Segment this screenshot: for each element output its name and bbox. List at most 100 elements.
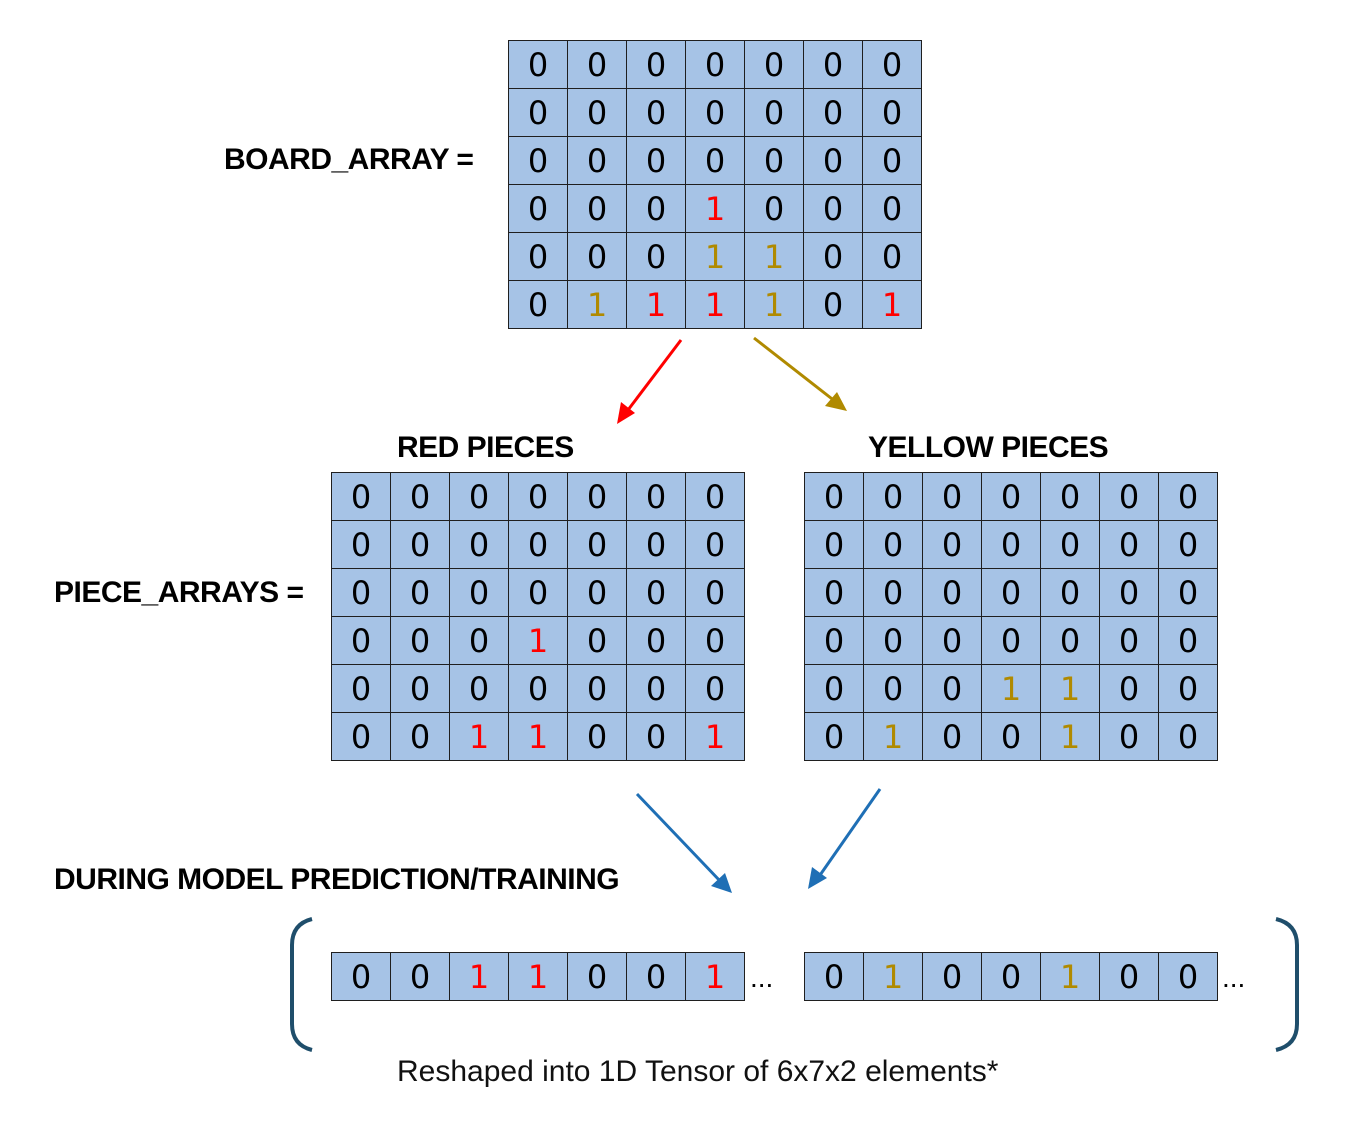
red-pieces-cell: 0 bbox=[626, 472, 686, 521]
yellow-pieces-cell: 0 bbox=[804, 568, 864, 617]
red-pieces-cell: 1 bbox=[449, 712, 509, 761]
yellow-pieces-cell: 1 bbox=[863, 712, 923, 761]
yellow-pieces-cell: 0 bbox=[922, 616, 982, 665]
flat-red-cell: 1 bbox=[508, 952, 568, 1001]
red-pieces-cell: 0 bbox=[390, 712, 450, 761]
red-pieces-title: RED PIECES bbox=[397, 431, 574, 464]
yellow-pieces-cell: 1 bbox=[1040, 712, 1100, 761]
board-array-cell: 1 bbox=[685, 280, 745, 329]
yellow-pieces-cell: 1 bbox=[981, 664, 1041, 713]
board-array-cell: 1 bbox=[626, 280, 686, 329]
flat-yellow-cell: 0 bbox=[981, 952, 1041, 1001]
red-pieces-cell: 0 bbox=[685, 520, 745, 569]
board-array-cell: 0 bbox=[862, 232, 922, 281]
board-array-cell: 1 bbox=[744, 280, 804, 329]
flat-red-cell: 0 bbox=[626, 952, 686, 1001]
board-array-cell: 0 bbox=[803, 184, 863, 233]
board-array-cell: 1 bbox=[744, 232, 804, 281]
yellow-pieces-cell: 0 bbox=[922, 568, 982, 617]
yellow-pieces-cell: 0 bbox=[804, 664, 864, 713]
blue-arrow-left bbox=[635, 792, 732, 893]
red-pieces-cell: 0 bbox=[508, 520, 568, 569]
yellow-pieces-cell: 0 bbox=[981, 472, 1041, 521]
yellow-pieces-cell: 0 bbox=[981, 616, 1041, 665]
red-pieces-cell: 0 bbox=[567, 616, 627, 665]
red-pieces-cell: 0 bbox=[331, 616, 391, 665]
red-pieces-cell: 0 bbox=[331, 568, 391, 617]
yellow-pieces-cell: 0 bbox=[1158, 472, 1218, 521]
red-pieces-cell: 0 bbox=[508, 472, 568, 521]
board-array-cell: 0 bbox=[744, 40, 804, 89]
red-pieces-cell: 0 bbox=[331, 712, 391, 761]
red-pieces-cell: 0 bbox=[390, 616, 450, 665]
yellow-pieces-cell: 0 bbox=[1099, 568, 1159, 617]
red-pieces-cell: 0 bbox=[390, 520, 450, 569]
yellow-pieces-cell: 0 bbox=[1158, 616, 1218, 665]
flat-red-cell: 0 bbox=[390, 952, 450, 1001]
red-pieces-cell: 0 bbox=[626, 664, 686, 713]
red-pieces-cell: 1 bbox=[508, 616, 568, 665]
yellow-pieces-cell: 0 bbox=[804, 520, 864, 569]
board-array-cell: 0 bbox=[744, 184, 804, 233]
board-array-cell: 0 bbox=[862, 136, 922, 185]
board-array-label: BOARD_ARRAY = bbox=[224, 143, 474, 176]
red-arrow bbox=[617, 339, 683, 424]
yellow-pieces-cell: 0 bbox=[863, 664, 923, 713]
red-pieces-cell: 0 bbox=[331, 664, 391, 713]
blue-arrow-right bbox=[808, 788, 882, 889]
flat-yellow-cell: 0 bbox=[804, 952, 864, 1001]
yellow-pieces-cell: 0 bbox=[804, 616, 864, 665]
board-array-cell: 0 bbox=[803, 88, 863, 137]
board-array-cell: 1 bbox=[862, 280, 922, 329]
yellow-pieces-cell: 0 bbox=[863, 520, 923, 569]
piece-arrays-label: PIECE_ARRAYS = bbox=[54, 576, 304, 609]
red-pieces-cell: 0 bbox=[390, 568, 450, 617]
flat-red-cell: 0 bbox=[331, 952, 391, 1001]
ellipsis-2: ... bbox=[1222, 962, 1246, 993]
board-array-cell: 0 bbox=[685, 136, 745, 185]
flat-red-cell: 1 bbox=[685, 952, 745, 1001]
red-pieces-cell: 0 bbox=[685, 472, 745, 521]
yellow-pieces-cell: 0 bbox=[1099, 664, 1159, 713]
board-array-cell: 0 bbox=[567, 184, 627, 233]
flat-yellow-cell: 1 bbox=[863, 952, 923, 1001]
yellow-pieces-cell: 0 bbox=[1099, 616, 1159, 665]
red-pieces-cell: 0 bbox=[685, 568, 745, 617]
red-pieces-cell: 0 bbox=[390, 664, 450, 713]
yellow-pieces-cell: 0 bbox=[863, 568, 923, 617]
yellow-pieces-cell: 0 bbox=[1158, 520, 1218, 569]
flat-yellow-cell: 0 bbox=[1099, 952, 1159, 1001]
red-pieces-cell: 0 bbox=[449, 520, 509, 569]
red-pieces-cell: 0 bbox=[567, 520, 627, 569]
red-pieces-cell: 0 bbox=[449, 472, 509, 521]
flat-red-cell: 0 bbox=[567, 952, 627, 1001]
board-array-cell: 0 bbox=[626, 136, 686, 185]
red-pieces-cell: 0 bbox=[508, 664, 568, 713]
red-pieces-cell: 0 bbox=[626, 568, 686, 617]
left-bracket bbox=[290, 917, 313, 1052]
yellow-pieces-cell: 0 bbox=[1040, 472, 1100, 521]
yellow-pieces-cell: 0 bbox=[922, 712, 982, 761]
yellow-pieces-cell: 0 bbox=[922, 520, 982, 569]
yellow-pieces-cell: 0 bbox=[1040, 520, 1100, 569]
right-bracket bbox=[1275, 917, 1299, 1052]
red-pieces-cell: 0 bbox=[626, 616, 686, 665]
flat-yellow-cell: 0 bbox=[1158, 952, 1218, 1001]
yellow-arrow bbox=[753, 336, 847, 411]
